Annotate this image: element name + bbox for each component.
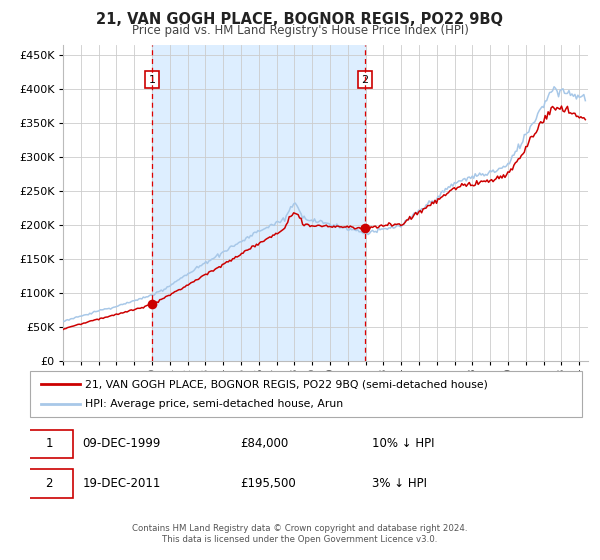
Text: 2: 2 xyxy=(46,477,53,490)
Text: Price paid vs. HM Land Registry's House Price Index (HPI): Price paid vs. HM Land Registry's House … xyxy=(131,24,469,36)
Text: This data is licensed under the Open Government Licence v3.0.: This data is licensed under the Open Gov… xyxy=(163,534,437,544)
FancyBboxPatch shape xyxy=(30,371,582,417)
Text: 3% ↓ HPI: 3% ↓ HPI xyxy=(372,477,427,490)
Text: £84,000: £84,000 xyxy=(240,437,288,450)
Text: £195,500: £195,500 xyxy=(240,477,296,490)
Text: 10% ↓ HPI: 10% ↓ HPI xyxy=(372,437,435,450)
Text: HPI: Average price, semi-detached house, Arun: HPI: Average price, semi-detached house,… xyxy=(85,399,343,409)
Text: 1: 1 xyxy=(46,437,53,450)
Text: 21, VAN GOGH PLACE, BOGNOR REGIS, PO22 9BQ (semi-detached house): 21, VAN GOGH PLACE, BOGNOR REGIS, PO22 9… xyxy=(85,379,488,389)
Text: 21, VAN GOGH PLACE, BOGNOR REGIS, PO22 9BQ: 21, VAN GOGH PLACE, BOGNOR REGIS, PO22 9… xyxy=(97,12,503,27)
Bar xyxy=(152,45,365,361)
Text: 09-DEC-1999: 09-DEC-1999 xyxy=(82,437,161,450)
Text: 1: 1 xyxy=(148,74,155,85)
Text: 2: 2 xyxy=(361,74,368,85)
Text: 19-DEC-2011: 19-DEC-2011 xyxy=(82,477,161,490)
FancyBboxPatch shape xyxy=(26,469,73,497)
Text: Contains HM Land Registry data © Crown copyright and database right 2024.: Contains HM Land Registry data © Crown c… xyxy=(132,524,468,533)
FancyBboxPatch shape xyxy=(26,430,73,458)
